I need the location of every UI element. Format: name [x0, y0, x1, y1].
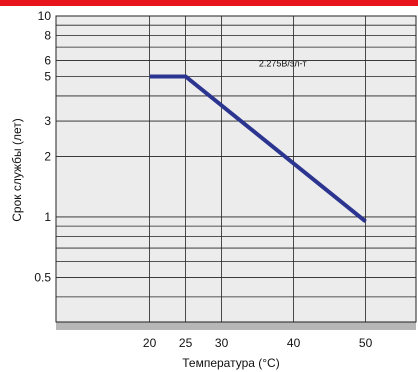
y-tick-label: 5 — [44, 69, 51, 83]
y-tick-label: 3 — [44, 114, 51, 128]
annotation-label: 2.275В/эл-т — [259, 59, 307, 69]
plot-frame — [55, 15, 417, 323]
x-tick-label: 40 — [287, 336, 301, 350]
x-axis-title: Температура (°C) — [182, 356, 279, 370]
vertical-grid — [149, 16, 367, 322]
y-axis-title: Срок службы (лет) — [10, 118, 24, 222]
y-tick-labels: 0.5 1 2 3 56 8 10 — [34, 9, 51, 284]
x-tick-labels: 20 25 30 40 50 — [143, 336, 373, 350]
annotations: 2.275В/эл-т — [259, 59, 307, 69]
series-line — [149, 74, 367, 223]
top-bar — [0, 0, 418, 6]
horizontal-grid — [56, 15, 416, 298]
x-tick-label: 30 — [215, 336, 229, 350]
y-tick-label: 1 — [44, 210, 51, 224]
y-tick-label: 2 — [44, 149, 51, 163]
y-tick-label: 6 — [44, 54, 51, 68]
y-tick-label: 8 — [44, 28, 51, 42]
x-tick-label: 20 — [143, 336, 157, 350]
x-tick-label: 25 — [179, 336, 193, 350]
x-axis-band — [56, 322, 416, 330]
y-tick-label: 0.5 — [34, 270, 51, 284]
plot-background — [56, 16, 416, 322]
y-tick-label: 10 — [38, 9, 52, 23]
x-tick-label: 50 — [359, 336, 373, 350]
series — [149, 74, 367, 223]
